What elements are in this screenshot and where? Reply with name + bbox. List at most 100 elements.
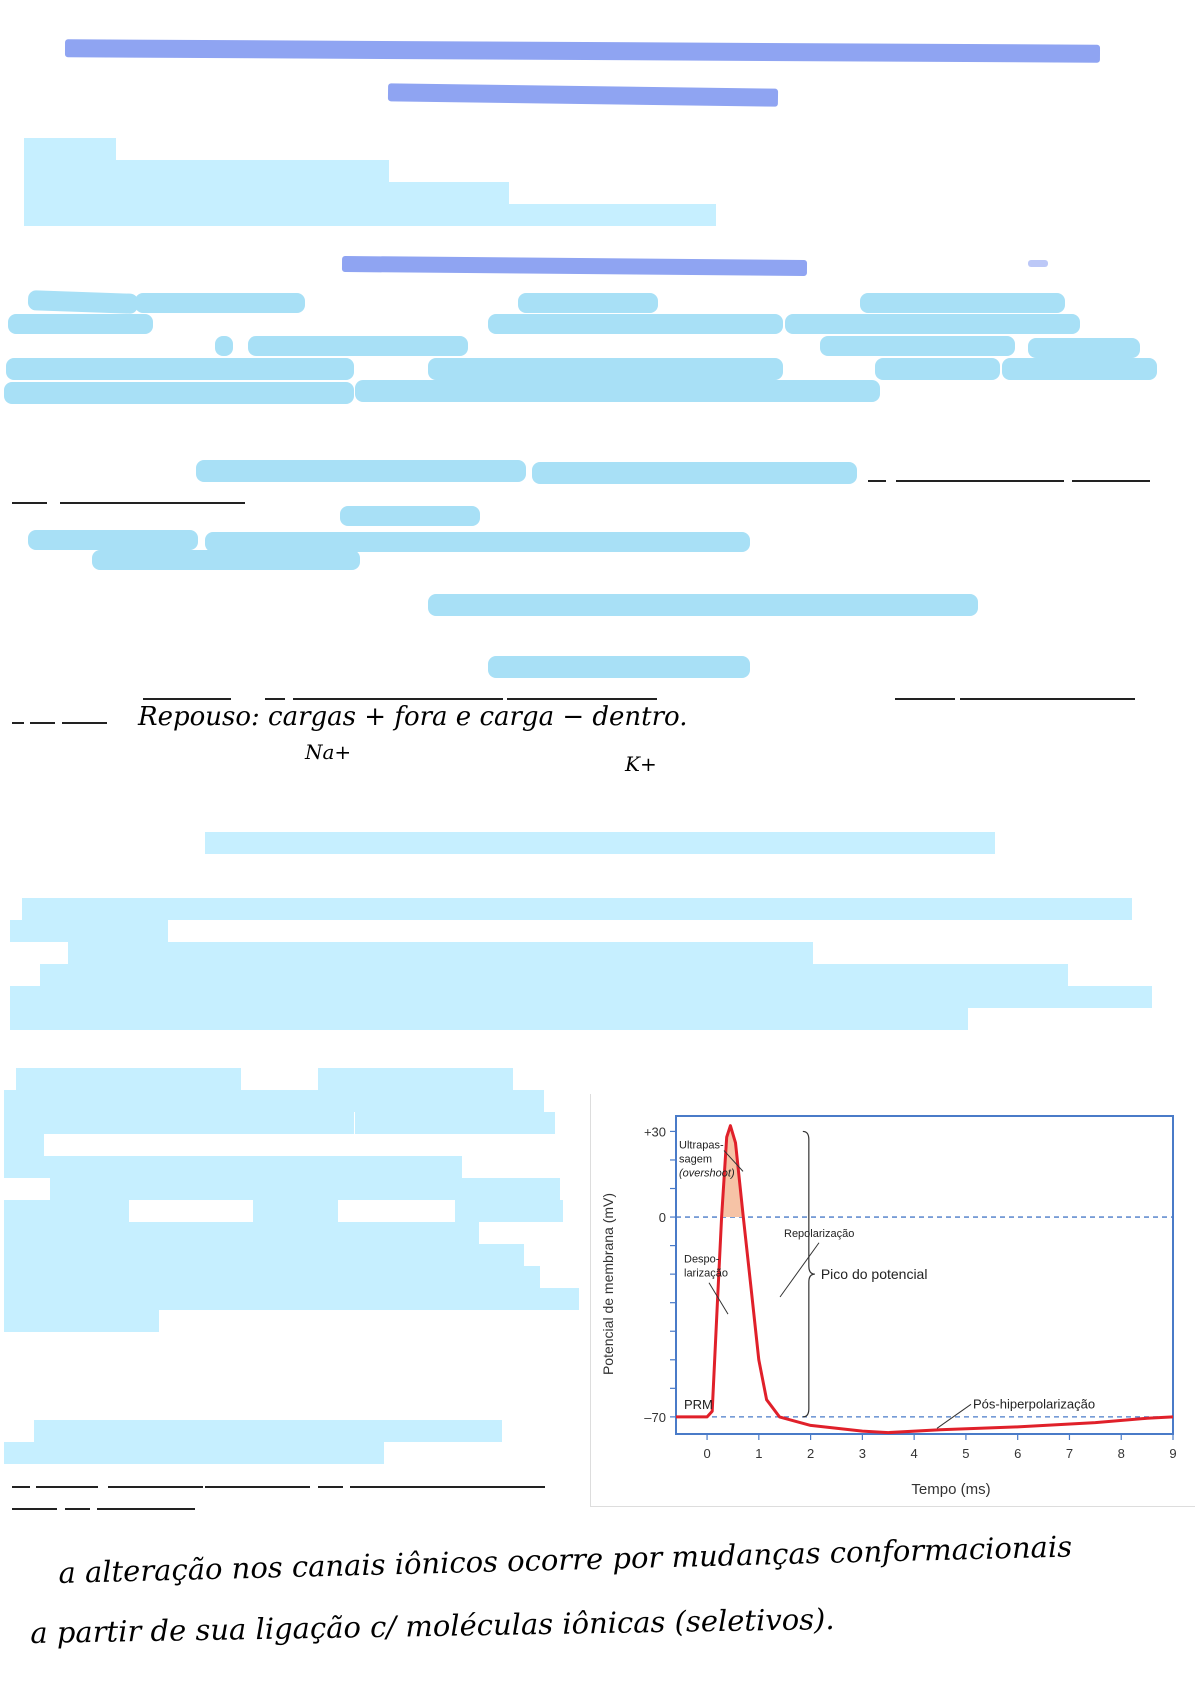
marker-line xyxy=(4,382,354,404)
x-tick-label: 5 xyxy=(962,1446,969,1461)
underline xyxy=(12,722,24,724)
paragraph-block-3 xyxy=(253,1200,338,1222)
marker-line xyxy=(860,293,1065,313)
marker-line xyxy=(875,358,1000,380)
y-axis-label: Potencial de membrana (mV) xyxy=(600,1193,616,1375)
underline xyxy=(350,1486,545,1488)
underline xyxy=(97,1508,195,1510)
x-axis-label: Tempo (ms) xyxy=(911,1481,990,1498)
x-tick-label: 7 xyxy=(1066,1446,1073,1461)
marker-line xyxy=(135,293,305,313)
marker-line xyxy=(215,336,233,356)
paragraph-block-2 xyxy=(10,1008,968,1030)
handwritten-note-2: a alteração nos canais iônicos ocorre po… xyxy=(58,1529,1073,1590)
marker-line xyxy=(428,358,783,380)
paragraph-block-3 xyxy=(4,1310,159,1332)
paragraph-block-2 xyxy=(10,986,1152,1008)
paragraph-block-3 xyxy=(50,1178,560,1200)
paragraph-block-3 xyxy=(4,1266,540,1288)
small-mark xyxy=(1028,260,1048,267)
paragraph-block-3 xyxy=(4,1442,384,1464)
y-tick-label: +30 xyxy=(644,1124,666,1139)
marker-line xyxy=(340,506,480,526)
underline xyxy=(868,480,886,482)
underline xyxy=(108,1486,203,1488)
underline xyxy=(62,722,107,724)
underline xyxy=(265,698,285,700)
marker-line xyxy=(28,530,198,550)
paragraph-block-2 xyxy=(40,964,1068,986)
underline xyxy=(30,722,55,724)
underline xyxy=(896,480,1064,482)
paragraph-block-2 xyxy=(68,942,813,964)
overshoot-label: sagem xyxy=(679,1154,712,1166)
overshoot-label: Ultrapas- xyxy=(679,1140,724,1152)
repolarization-label: Repolarização xyxy=(784,1228,854,1240)
marker-line xyxy=(1028,338,1140,358)
paragraph-block-2 xyxy=(10,920,168,942)
action-potential-curve xyxy=(676,1124,1174,1435)
x-tick-label: 2 xyxy=(807,1446,814,1461)
marker-line xyxy=(355,380,880,402)
marker-line xyxy=(6,358,354,380)
depolarization-pointer xyxy=(708,1282,729,1315)
x-tick-label: 8 xyxy=(1118,1446,1125,1461)
handwritten-note-1: Repouso: cargas + fora e carga − dentro. xyxy=(138,702,688,732)
marker-line xyxy=(518,293,658,313)
underline xyxy=(960,698,1135,700)
marker-line xyxy=(8,314,153,334)
underline xyxy=(205,1486,310,1488)
paragraph-block-3 xyxy=(34,1420,502,1442)
paragraph-block-3 xyxy=(355,1112,555,1134)
marker-line xyxy=(27,290,139,314)
marker-line xyxy=(488,656,750,678)
marker-line xyxy=(1002,358,1157,380)
y-tick-label: –70 xyxy=(644,1410,666,1425)
paragraph-block-3 xyxy=(4,1288,579,1310)
handwritten-note-k: K+ xyxy=(625,752,657,776)
action-potential-chart: Potencial de membrana (mV) Tempo (ms) +3… xyxy=(590,1094,1195,1507)
underline xyxy=(1072,480,1150,482)
paragraph-block-3 xyxy=(4,1222,479,1244)
marker-line xyxy=(196,460,526,482)
handwritten-note-na: Na+ xyxy=(305,740,352,764)
marker-line xyxy=(428,594,978,616)
handwritten-note-3: a partir de sua ligação c/ moléculas iôn… xyxy=(30,1601,835,1650)
marker-line xyxy=(488,314,783,334)
depolarization-label: larização xyxy=(684,1268,728,1280)
overshoot-label: (overshoot) xyxy=(679,1168,735,1180)
afterhyperpolarization-label: Pós-hiperpolarização xyxy=(973,1396,1095,1411)
x-tick-label: 0 xyxy=(703,1446,710,1461)
paragraph-block-3 xyxy=(4,1156,462,1178)
paragraph-block-3 xyxy=(16,1068,241,1090)
marker-line xyxy=(205,532,750,552)
section-heading-bar xyxy=(341,255,808,277)
marker-line xyxy=(248,336,468,356)
paragraph-block-3 xyxy=(124,1244,524,1266)
chart-svg: Potencial de membrana (mV) Tempo (ms) +3… xyxy=(600,1115,1177,1498)
paragraph-block-1 xyxy=(24,138,116,160)
repolarization-pointer xyxy=(779,1242,820,1298)
x-tick-label: 9 xyxy=(1169,1446,1176,1461)
underline xyxy=(318,1486,343,1488)
marker-line xyxy=(92,550,360,570)
rmp-label: PRM xyxy=(684,1397,713,1412)
peak-label: Pico do potencial xyxy=(821,1266,928,1282)
x-tick-label: 6 xyxy=(1014,1446,1021,1461)
peak-bracket xyxy=(802,1130,815,1418)
underline xyxy=(293,698,503,700)
underline xyxy=(60,502,245,504)
paragraph-block-3 xyxy=(4,1090,544,1112)
subtitle-bar xyxy=(387,83,779,107)
x-tick-label: 4 xyxy=(911,1446,918,1461)
paragraph-heading-highlight xyxy=(205,832,995,854)
underline xyxy=(65,1508,90,1510)
underline xyxy=(36,1486,98,1488)
paragraph-block-1 xyxy=(24,204,716,226)
paragraph-block-3 xyxy=(4,1112,354,1134)
paragraph-block-3 xyxy=(4,1244,124,1266)
paragraph-block-3 xyxy=(4,1134,44,1156)
paragraph-block-3 xyxy=(4,1200,129,1222)
afterhyperpolarization-pointer xyxy=(936,1403,972,1429)
paragraph-block-3 xyxy=(318,1068,513,1090)
